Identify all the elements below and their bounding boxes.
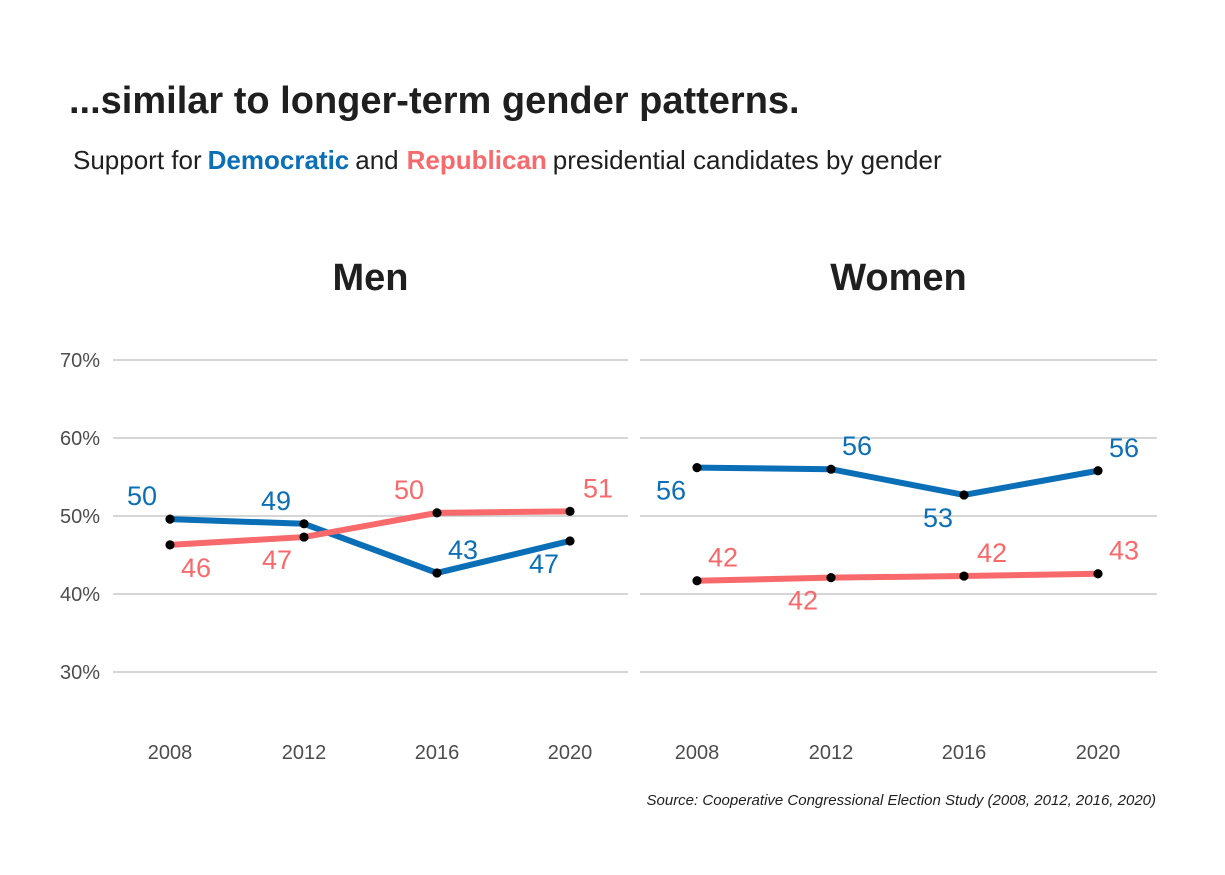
data-point [959,490,969,500]
y-tick-label: 30% [60,662,100,684]
subtitle-democratic: Democratic [207,145,350,175]
series-line-republican [167,508,573,548]
y-tick-label: 50% [60,506,100,528]
x-tick-label: 2008 [148,742,193,764]
data-point [692,576,702,586]
data-point [1093,569,1103,579]
data-label: 50 [394,475,424,505]
data-label: 47 [529,549,559,579]
subtitle-republican: Republican [406,145,547,175]
chart-title: ...similar to longer-term gender pattern… [69,80,800,122]
data-label: 42 [708,543,738,573]
chart-subtitle: Support for Democratic and Republican presid… [73,145,942,176]
source-note: Source: Cooperative Congressional Electi… [646,792,1157,809]
subtitle-prefix: Support for [73,145,202,175]
series-line-democratic [167,516,573,576]
data-point [826,573,836,583]
data-label: 51 [583,473,613,503]
data-label: 46 [181,553,211,583]
x-tick-label: 2020 [548,742,593,764]
data-point [432,508,442,518]
data-label: 49 [261,486,291,516]
data-point [165,540,175,550]
data-label: 42 [788,586,818,616]
subtitle-suffix: presidential candidates by gender [552,145,942,175]
x-tick-label: 2008 [675,742,720,764]
data-label: 56 [1109,433,1139,463]
x-tick-label: 2012 [809,742,854,764]
data-label: 47 [262,545,292,575]
data-label: 50 [127,481,157,511]
x-tick-label: 2012 [282,742,327,764]
data-point [959,571,969,581]
facet-title: Women [830,257,967,299]
data-point [299,519,309,529]
y-tick-label: 40% [60,584,100,606]
x-tick-label: 2016 [942,742,987,764]
data-label: 43 [448,535,478,565]
data-label: 56 [656,476,686,506]
data-label: 42 [977,538,1007,568]
y-tick-label: 70% [60,350,100,372]
data-point [432,568,442,578]
data-point [565,536,575,546]
data-label: 43 [1109,536,1139,566]
data-label: 53 [923,503,953,533]
data-point [299,532,309,542]
data-point [565,506,575,516]
subtitle-and: and [355,145,399,175]
facet-title: Men [333,257,409,299]
data-label: 56 [842,431,872,461]
series-line-republican [694,570,1101,584]
x-tick-label: 2020 [1076,742,1121,764]
data-point [165,514,175,524]
data-point [692,463,702,473]
y-tick-label: 60% [60,428,100,450]
data-point [826,464,836,474]
x-tick-label: 2016 [415,742,460,764]
series-line-democratic [694,464,1101,498]
data-point [1093,466,1103,476]
